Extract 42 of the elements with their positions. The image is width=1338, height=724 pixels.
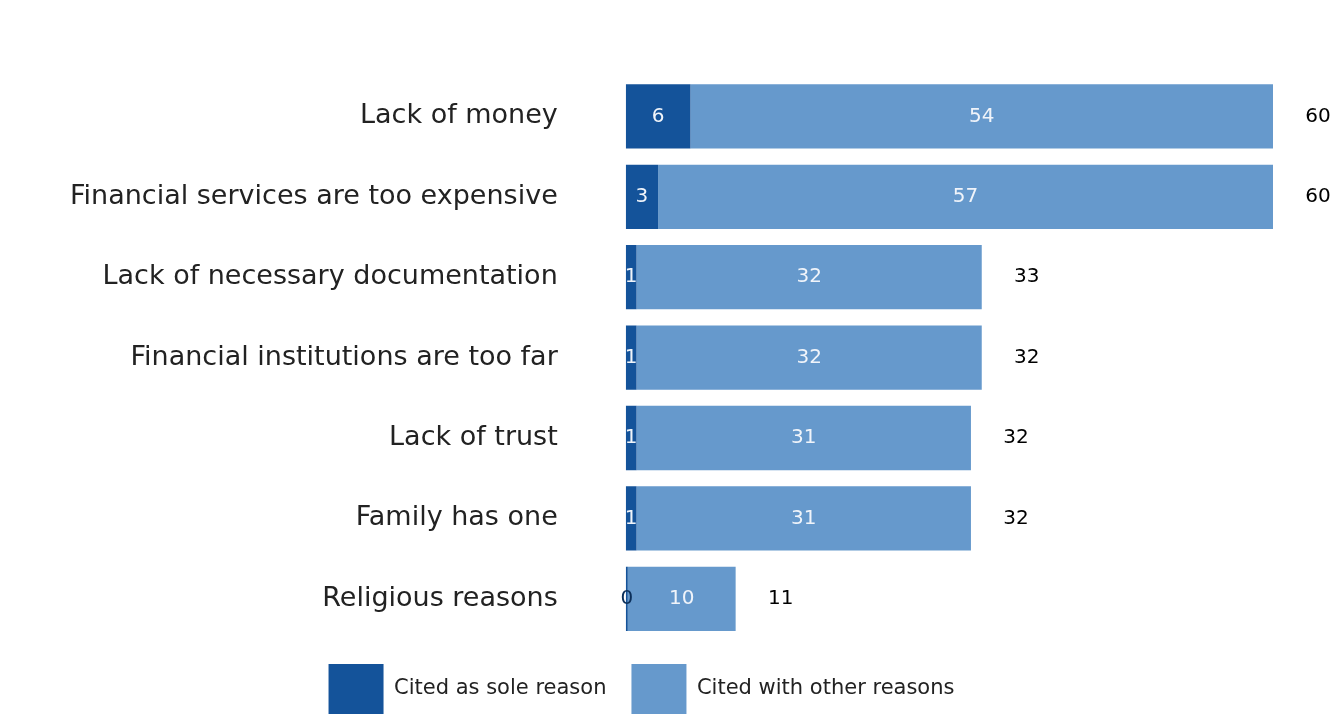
y-tick-label: Financial services are too expensive [69, 178, 558, 210]
data-label: 1 [624, 343, 638, 368]
total-label: 33 [1014, 263, 1040, 288]
data-label: 1 [624, 263, 638, 288]
total-label: 32 [1003, 504, 1029, 529]
data-label: 32 [796, 343, 822, 368]
data-label: 32 [796, 263, 822, 288]
bar [690, 84, 1273, 149]
total-label: 11 [767, 585, 794, 609]
bar [625, 486, 637, 551]
bar [625, 164, 659, 229]
legend-label: Cited with other reasons [696, 675, 955, 700]
bar [636, 486, 971, 551]
total-label: 60 [1305, 102, 1331, 127]
data-label: 57 [952, 183, 979, 207]
data-label: 6 [651, 102, 665, 127]
y-tick-label: Family has one [355, 500, 558, 532]
y-tick-label: Lack of trust [389, 420, 558, 452]
legend-label: Cited as sole reason [394, 675, 607, 700]
y-tick-label: Religious reasons [322, 580, 558, 612]
data-label: 1 [624, 424, 638, 449]
bar [625, 325, 637, 390]
bar [636, 245, 982, 310]
data-label: 31 [791, 424, 817, 449]
y-tick-label: Lack of necessary documentation [102, 259, 558, 291]
data-label: 31 [791, 504, 817, 529]
data-label: 10 [668, 585, 695, 609]
bar [625, 405, 637, 471]
bar [625, 245, 637, 310]
y-tick-label: Lack of money [359, 98, 558, 130]
total-label: 32 [1014, 343, 1040, 368]
total-label: 32 [1003, 424, 1029, 449]
bar [658, 164, 1273, 229]
y-tick-label: Financial institutions are too far [130, 339, 559, 371]
data-label: 3 [635, 183, 649, 207]
bar [636, 405, 971, 471]
bar [625, 84, 691, 149]
data-label: 54 [969, 102, 995, 127]
total-label: 60 [1305, 183, 1331, 207]
data-label: 1 [624, 504, 638, 529]
bar [636, 325, 982, 390]
data-label: 0 [620, 585, 634, 609]
